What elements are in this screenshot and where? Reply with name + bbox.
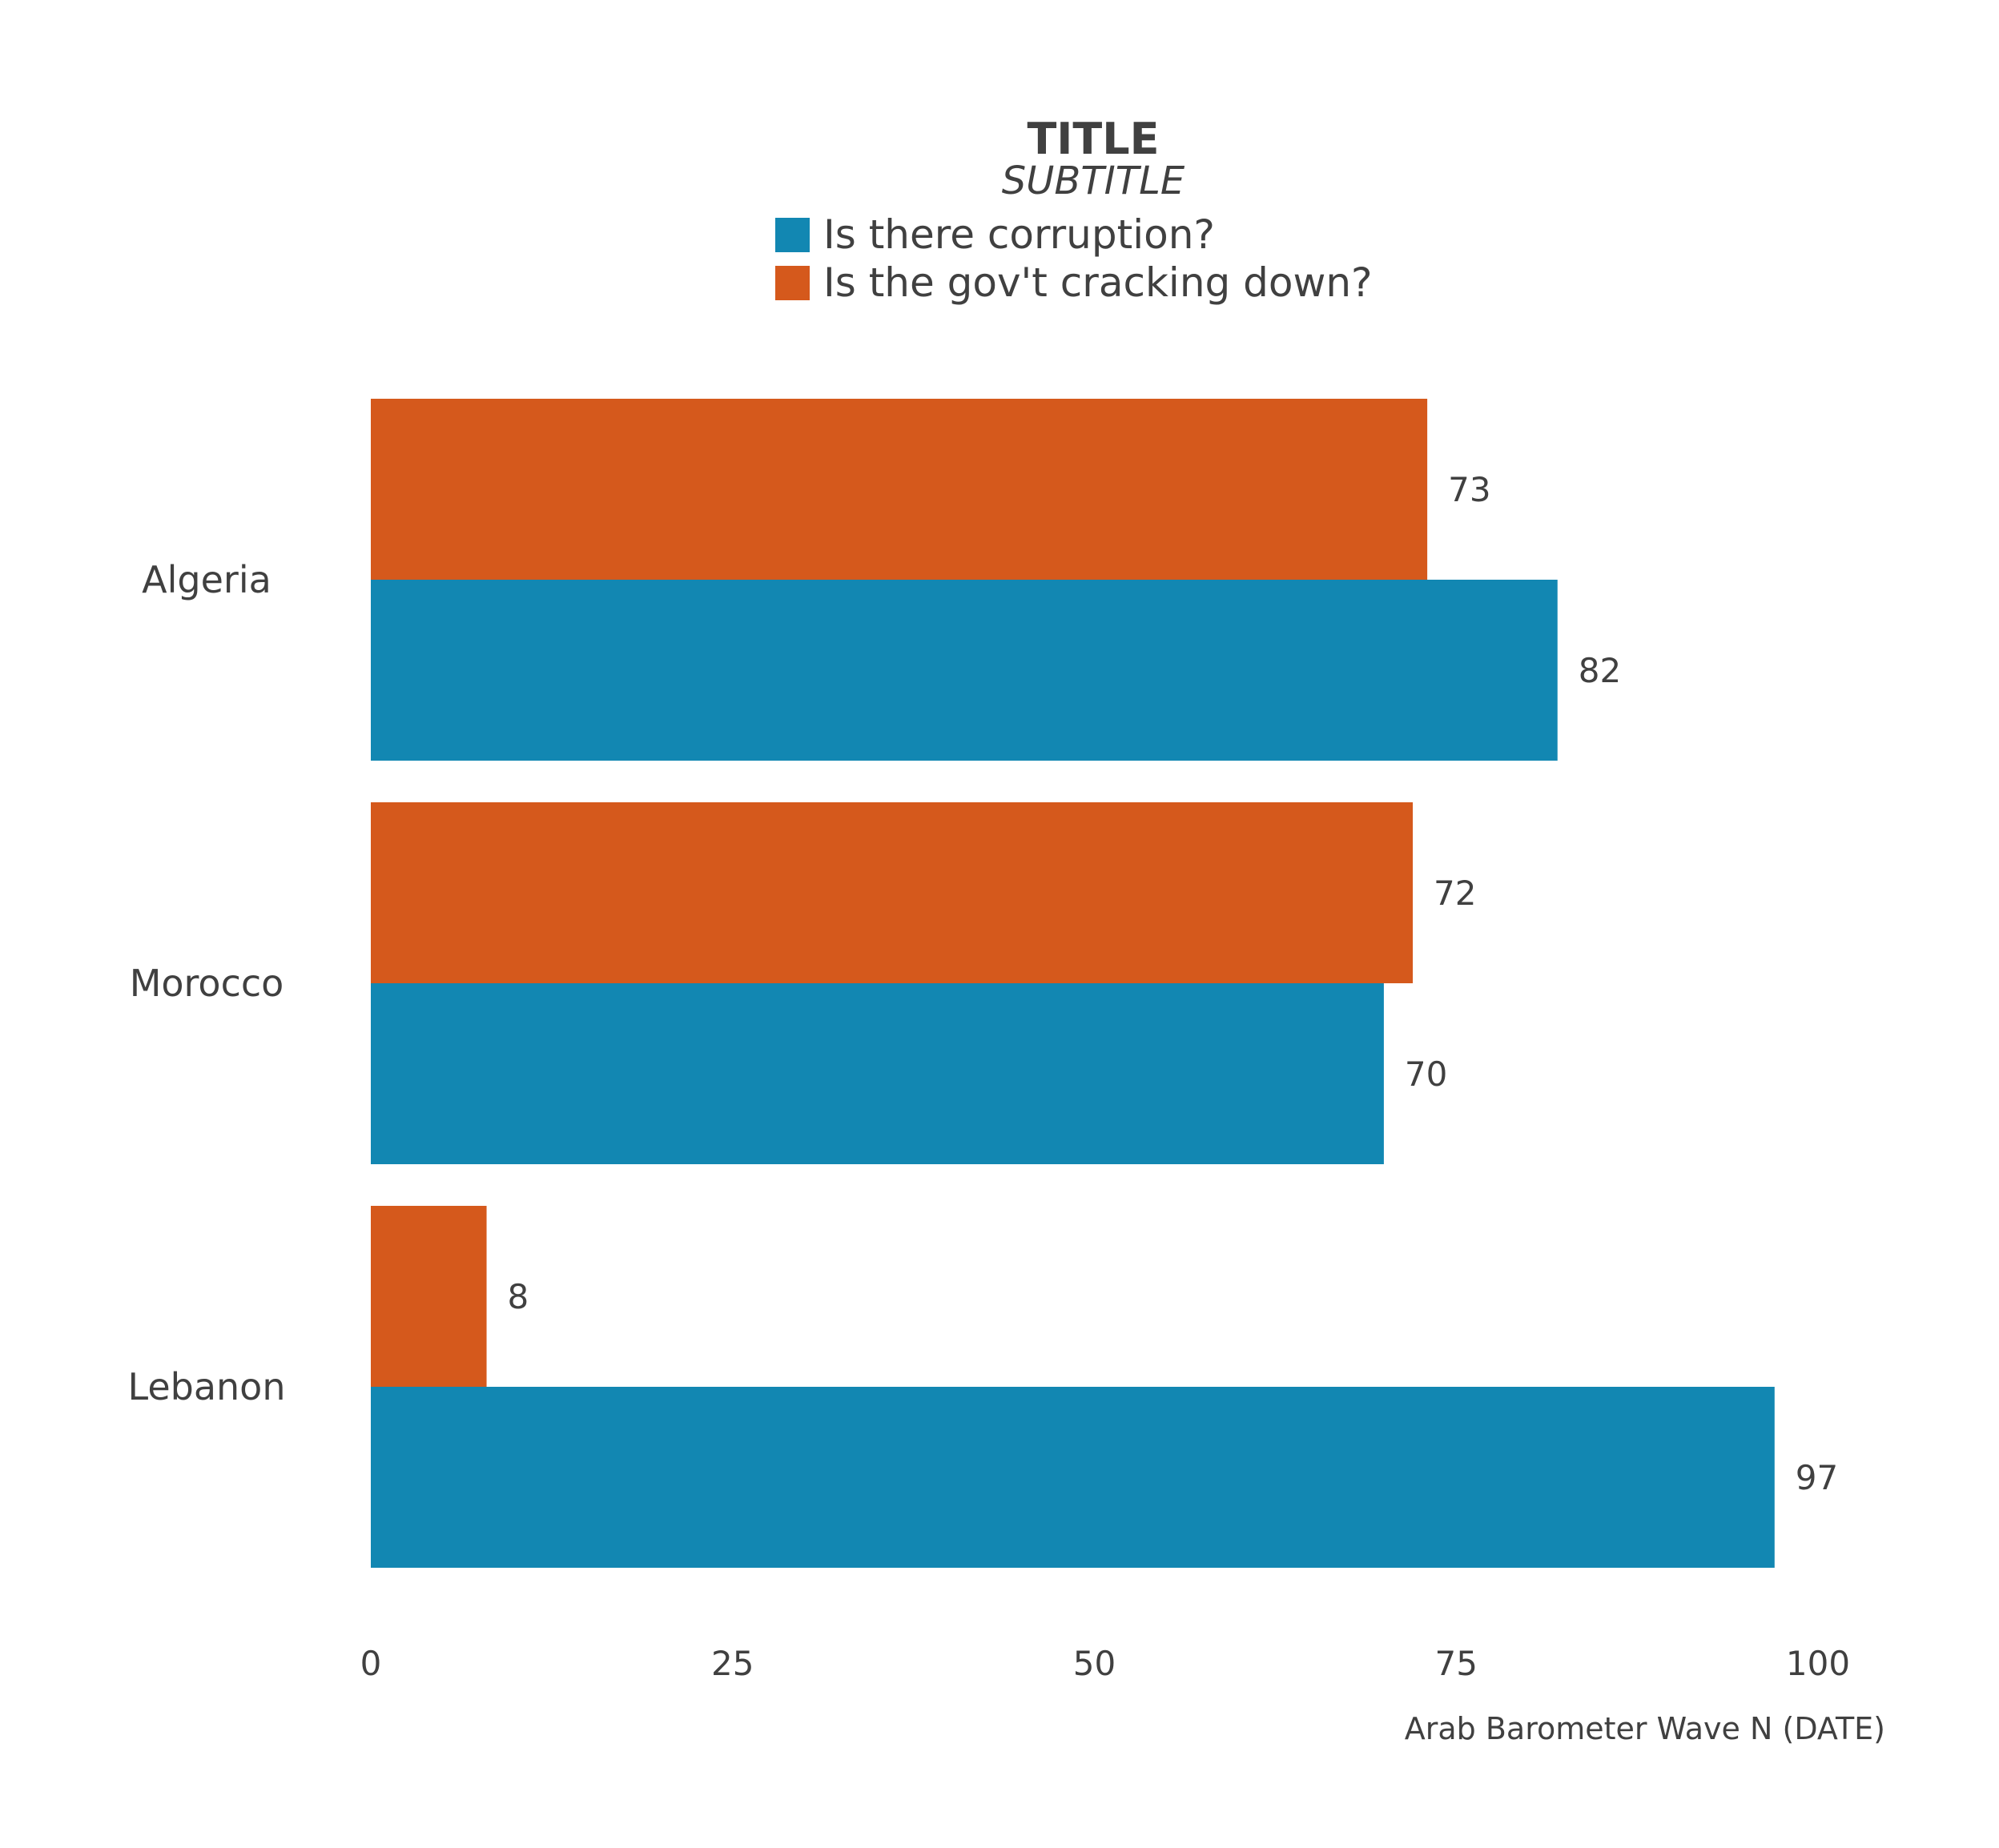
data-label-algeria-series-2: 73 xyxy=(1448,470,1490,509)
chart-subtitle: SUBTITLE xyxy=(1002,159,1185,203)
data-label-morocco-series-2: 72 xyxy=(1434,874,1476,913)
legend-label-1: Is there corruption? xyxy=(823,211,1215,258)
bar-lebanon-series-1 xyxy=(371,1387,1775,1568)
chart-caption: Arab Barometer Wave N (DATE) xyxy=(1405,1711,1885,1746)
legend: Is there corruption?Is the gov't crackin… xyxy=(775,211,1373,306)
chart-title: TITLE xyxy=(1027,114,1159,164)
category-label-lebanon: Lebanon xyxy=(128,1365,286,1408)
bar-algeria-series-2 xyxy=(371,399,1428,580)
bar-lebanon-series-2 xyxy=(371,1206,487,1387)
bar-morocco-series-1 xyxy=(371,983,1384,1164)
data-label-morocco-series-1: 70 xyxy=(1405,1055,1447,1094)
x-tick-label-3: 50 xyxy=(1073,1644,1116,1683)
bar-algeria-series-1 xyxy=(371,580,1558,761)
data-label-algeria-series-1: 82 xyxy=(1579,651,1621,690)
x-tick-label-1: 0 xyxy=(360,1644,382,1683)
data-label-lebanon-series-2: 8 xyxy=(508,1277,529,1316)
legend-swatch-2 xyxy=(775,266,810,300)
data-label-lebanon-series-1: 97 xyxy=(1796,1458,1838,1497)
bar-morocco-series-2 xyxy=(371,802,1414,983)
x-tick-label-5: 100 xyxy=(1786,1644,1850,1683)
x-tick-label-2: 25 xyxy=(711,1644,754,1683)
category-label-morocco: Morocco xyxy=(130,962,284,1005)
category-labels-group: Algeria Morocco Lebanon xyxy=(128,558,286,1408)
category-label-algeria: Algeria xyxy=(142,558,271,601)
data-labels-group: 73 82 72 70 8 97 xyxy=(508,470,1839,1497)
x-axis-ticks: 0 25 50 75 100 xyxy=(360,1644,1850,1683)
legend-swatch-1 xyxy=(775,218,810,252)
bars-group xyxy=(371,399,1775,1568)
legend-label-2: Is the gov't cracking down? xyxy=(823,259,1373,306)
x-tick-label-4: 75 xyxy=(1435,1644,1478,1683)
